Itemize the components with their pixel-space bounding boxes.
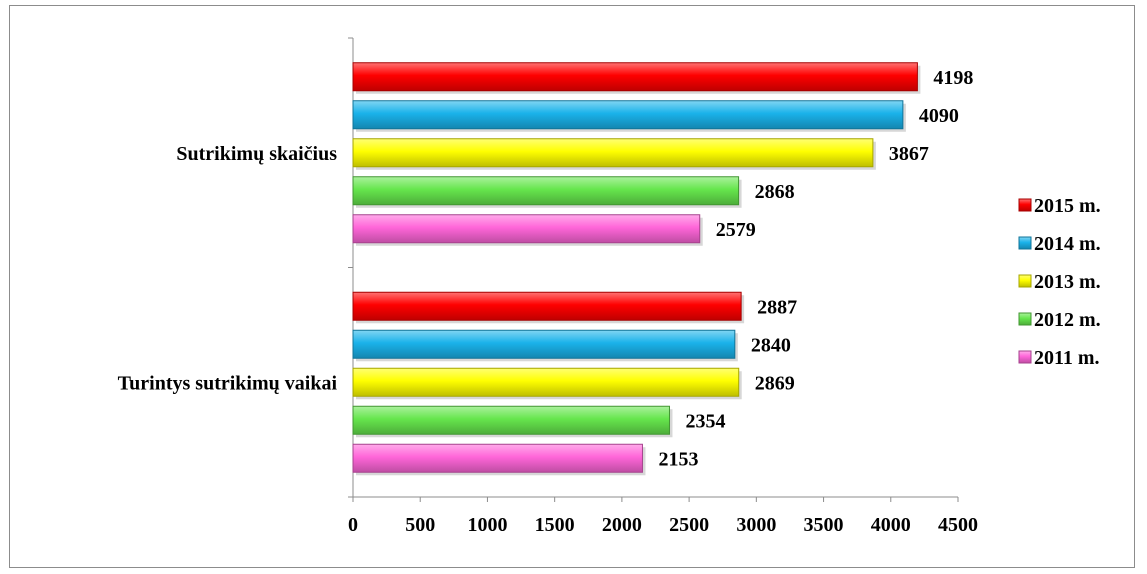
data-label: 2868	[755, 181, 795, 203]
bar-2015-m-turintys-sutrikimų-vaikai	[352, 291, 745, 324]
legend-label: 2013 m.	[1034, 271, 1101, 293]
legend-item-2015-m: 2015 m.	[1018, 195, 1101, 217]
data-label: 2840	[751, 334, 791, 356]
data-label: 4090	[919, 105, 959, 127]
bar-2015-m-sutrikimų-skaičius	[352, 62, 921, 94]
bar-2013-m-turintys-sutrikimų-vaikai	[352, 367, 742, 400]
x-tick-label: 4000	[871, 514, 911, 536]
bar-2014-m-turintys-sutrikimų-vaikai	[352, 329, 738, 362]
data-label: 2887	[757, 296, 797, 318]
bar	[352, 214, 701, 244]
legend-item-2014-m: 2014 m.	[1018, 233, 1101, 255]
legend-swatch	[1018, 236, 1032, 250]
bar-2011-m-turintys-sutrikimų-vaikai	[352, 443, 646, 476]
legend-swatch	[1018, 350, 1032, 364]
legend-swatch	[1018, 274, 1032, 288]
x-tick-label: 1000	[467, 514, 507, 536]
bar-2013-m-sutrikimų-skaičius	[352, 138, 876, 170]
data-labels: 4198 4090 3867 2868 2579 2887 2840 2869 2354 2153	[658, 67, 973, 471]
x-tick-label: 500	[405, 514, 435, 536]
x-tick-label: 0	[348, 514, 358, 536]
bar	[352, 100, 904, 130]
bar	[352, 405, 670, 435]
x-tick-label: 2500	[669, 514, 709, 536]
category-labels: Sutrikimų skaičius Turintys sutrikimų vai…	[118, 143, 338, 395]
bar-2014-m-sutrikimų-skaičius	[352, 100, 906, 132]
legend: 2015 m. 2014 m. 2013 m. 2012 m. 2011 m.	[1018, 195, 1101, 369]
bar-series	[352, 62, 921, 476]
legend-label: 2014 m.	[1034, 233, 1101, 255]
x-tick-label: 3500	[804, 514, 844, 536]
category-label: Turintys sutrikimų vaikai	[118, 372, 338, 394]
bar	[352, 62, 918, 92]
bar-2011-m-sutrikimų-skaičius	[352, 214, 703, 246]
legend-label: 2012 m.	[1034, 309, 1101, 331]
bar	[352, 443, 643, 473]
legend-label: 2015 m.	[1034, 195, 1101, 217]
bar	[352, 176, 740, 206]
x-tick-label: 2000	[602, 514, 642, 536]
data-label: 4198	[933, 67, 973, 89]
bar-2012-m-sutrikimų-skaičius	[352, 176, 742, 208]
legend-swatch	[1018, 312, 1032, 326]
legend-item-2011-m: 2011 m.	[1018, 347, 1100, 369]
bar	[352, 138, 874, 168]
x-tick-label: 1500	[535, 514, 575, 536]
legend-swatch	[1018, 198, 1032, 212]
data-label: 2579	[716, 219, 756, 241]
bar	[352, 291, 742, 321]
data-label: 2869	[755, 372, 795, 394]
data-label: 2354	[685, 410, 725, 432]
x-tick-label: 3000	[736, 514, 776, 536]
x-tick-label: 4500	[938, 514, 978, 536]
bar	[352, 367, 740, 397]
legend-label: 2011 m.	[1034, 347, 1100, 369]
x-axis-tick-labels: 0 500 1000 1500 2000 2500 3000 3500 4000 4500	[348, 514, 978, 536]
data-label: 3867	[889, 143, 929, 165]
bar	[352, 329, 736, 359]
legend-item-2013-m: 2013 m.	[1018, 271, 1101, 293]
bar-2012-m-turintys-sutrikimų-vaikai	[352, 405, 673, 438]
category-label: Sutrikimų skaičius	[176, 143, 337, 165]
data-label: 2153	[658, 448, 698, 470]
legend-item-2012-m: 2012 m.	[1018, 309, 1101, 331]
